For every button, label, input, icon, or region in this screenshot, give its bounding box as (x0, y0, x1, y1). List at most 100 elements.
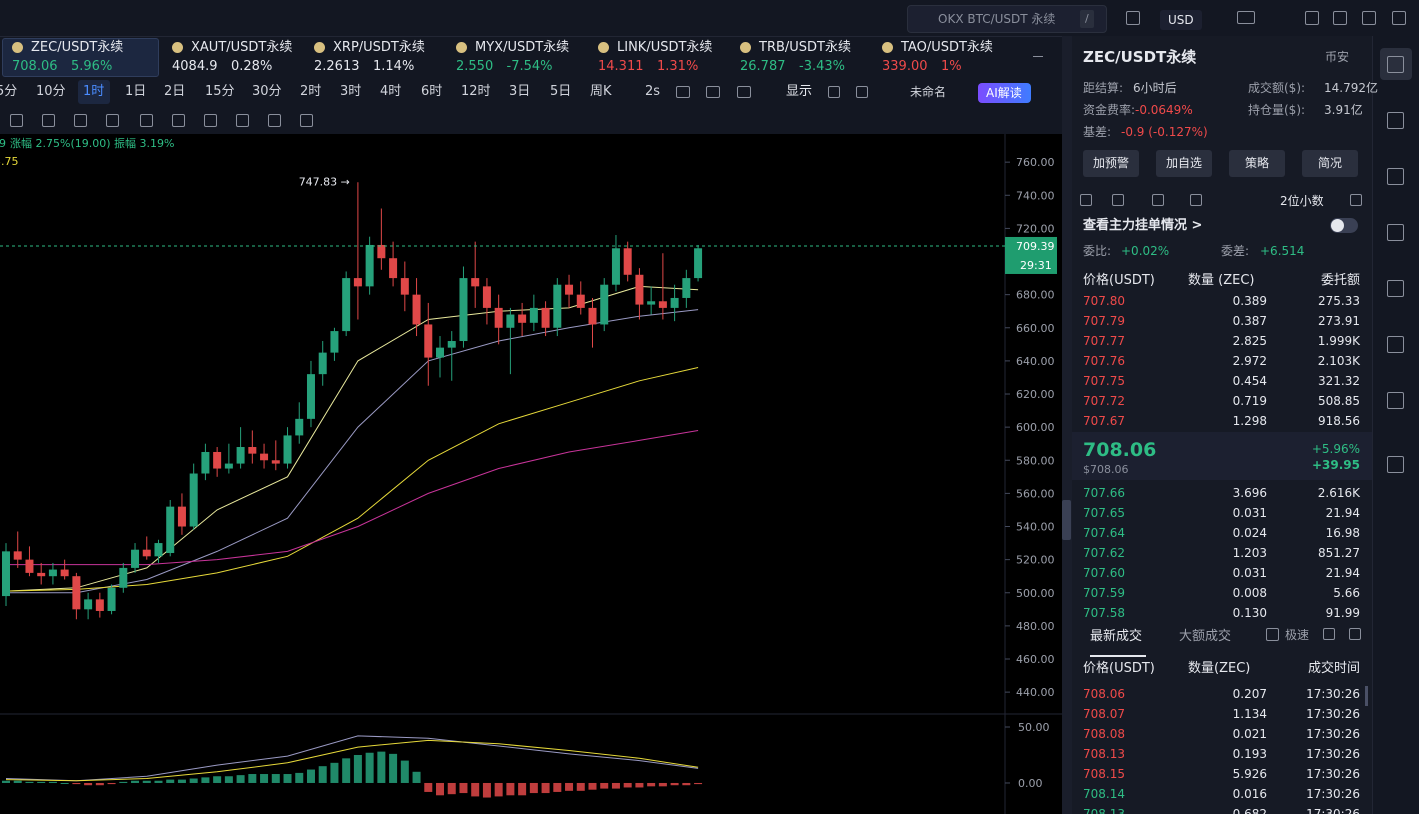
icon[interactable] (737, 86, 751, 98)
timeframe[interactable]: 1时 (83, 84, 105, 99)
candle-body (471, 278, 480, 287)
panel-button[interactable]: 加预警 (1083, 150, 1139, 177)
icon[interactable] (1392, 11, 1406, 25)
checkbox[interactable] (1266, 628, 1279, 641)
timeframe[interactable]: 3时 (340, 84, 362, 99)
macd-bar (295, 772, 304, 783)
icon[interactable] (140, 114, 153, 127)
decimals[interactable]: 2位小数 (1280, 194, 1324, 208)
icon[interactable] (1237, 11, 1255, 24)
icon[interactable] (1387, 56, 1404, 73)
book-price: 707.59 (1083, 586, 1125, 600)
icon[interactable] (172, 114, 185, 127)
fast-label[interactable]: 极速 (1285, 628, 1310, 642)
book-amount: 851.27 (1318, 546, 1360, 560)
macd-bar (95, 782, 104, 786)
splitter[interactable] (1062, 36, 1072, 814)
book-price: 707.72 (1083, 394, 1125, 408)
icon[interactable] (204, 114, 217, 127)
timeframe[interactable]: 15分 (205, 84, 235, 99)
book-price: 707.66 (1083, 486, 1125, 500)
timeframe[interactable]: 周K (590, 84, 612, 99)
icon[interactable] (1333, 11, 1347, 25)
depth-link[interactable]: 查看主力挂单情况 > (1083, 218, 1203, 233)
icon[interactable] (1152, 194, 1164, 206)
timeframe[interactable]: 2s (645, 84, 661, 99)
tab-symbol[interactable]: TAO/USDT永续 (901, 40, 993, 55)
icon[interactable] (1387, 456, 1404, 473)
ai-btn[interactable]: AI解读 (986, 86, 1022, 100)
layout-name[interactable]: 未命名 (910, 85, 947, 99)
macd-bar (365, 752, 374, 783)
timeframe[interactable]: 2日 (164, 84, 186, 99)
trade-tab[interactable]: 大额成交 (1179, 629, 1232, 644)
active-tab[interactable] (2, 38, 159, 77)
book-qty: 0.031 (1232, 506, 1267, 520)
icon[interactable] (1387, 224, 1404, 241)
icon[interactable] (300, 114, 313, 127)
timeframe[interactable]: 2时 (300, 84, 322, 99)
timeframe[interactable]: 5分 (0, 84, 18, 99)
icon[interactable] (676, 86, 690, 98)
panel-button[interactable]: 策略 (1229, 150, 1285, 177)
book-amount: 16.98 (1325, 526, 1360, 540)
trade-tab[interactable]: 最新成交 (1090, 629, 1143, 644)
col-header: 价格(USDT) (1083, 273, 1155, 288)
tab-symbol[interactable]: XAUT/USDT永续 (191, 40, 293, 55)
timeframe[interactable]: 4时 (380, 84, 402, 99)
icon[interactable] (1323, 628, 1335, 640)
book-price: 707.60 (1083, 566, 1125, 580)
display-btn[interactable]: 显示 (786, 84, 813, 99)
currency[interactable]: USD (1160, 10, 1202, 30)
icon[interactable] (1387, 112, 1404, 129)
panel-button[interactable]: 加自选 (1156, 150, 1212, 177)
search-box[interactable] (907, 5, 1107, 33)
active-timeframe-bg[interactable] (78, 80, 110, 104)
timeframe[interactable]: 5日 (550, 84, 572, 99)
icon[interactable] (1349, 628, 1361, 640)
timeframe[interactable]: 12时 (461, 84, 491, 99)
icon[interactable] (236, 114, 249, 127)
icon[interactable] (1350, 194, 1362, 206)
tab-symbol[interactable]: LINK/USDT永续 (617, 40, 713, 55)
splitter-handle[interactable] (1062, 500, 1071, 540)
timeframe[interactable]: 3日 (509, 84, 531, 99)
icon[interactable] (1387, 280, 1404, 297)
toggle-knob[interactable] (1331, 219, 1344, 232)
tab-symbol[interactable]: XRP/USDT永续 (333, 40, 425, 55)
icon[interactable] (268, 114, 281, 127)
tab-add[interactable] (1033, 56, 1043, 57)
icon[interactable] (1112, 194, 1124, 206)
icon[interactable] (856, 86, 868, 98)
icon[interactable] (106, 114, 119, 127)
icon[interactable] (10, 114, 23, 127)
icon[interactable] (1080, 194, 1092, 206)
book-price: 707.58 (1083, 606, 1125, 620)
panel-button[interactable]: 简况 (1302, 150, 1358, 177)
candle-body (318, 352, 327, 375)
icon[interactable] (1387, 336, 1404, 353)
icon[interactable] (828, 86, 840, 98)
icon[interactable] (42, 114, 55, 127)
timeframe[interactable]: 6时 (421, 84, 443, 99)
icon[interactable] (1387, 168, 1404, 185)
timeframe[interactable]: 1日 (125, 84, 147, 99)
candle-body (459, 278, 468, 342)
icon[interactable] (1126, 11, 1140, 25)
timeframe[interactable]: 30分 (252, 84, 282, 99)
ai-button-bg[interactable] (978, 83, 1031, 103)
active-icon[interactable] (1380, 48, 1412, 80)
tab-symbol[interactable]: MYX/USDT永续 (475, 40, 570, 55)
search-text[interactable]: OKX BTC/USDT 永续 (938, 12, 1056, 26)
icon[interactable] (1387, 392, 1404, 409)
icon[interactable] (1362, 11, 1376, 25)
tab-symbol[interactable]: TRB/USDT永续 (759, 40, 851, 55)
exchange[interactable]: 币安 (1325, 50, 1350, 64)
y-tick-label: 740.00 (1016, 189, 1055, 202)
icon[interactable] (706, 86, 720, 98)
tab-symbol[interactable]: ZEC/USDT永续 (31, 40, 124, 55)
icon[interactable] (1305, 11, 1319, 25)
icon[interactable] (74, 114, 87, 127)
timeframe[interactable]: 10分 (36, 84, 66, 99)
icon[interactable] (1190, 194, 1202, 206)
